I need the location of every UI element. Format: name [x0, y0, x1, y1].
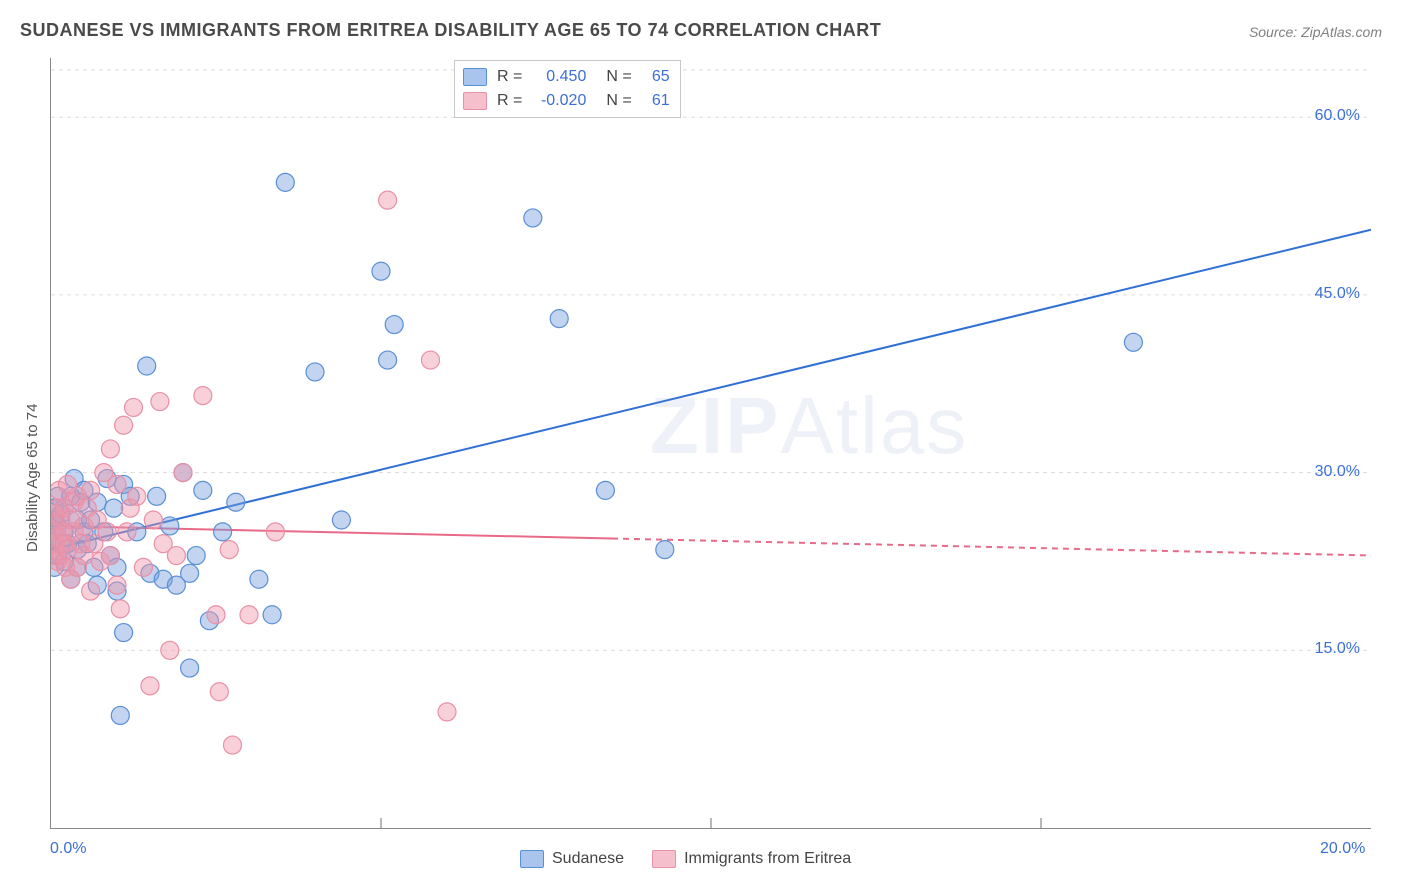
series-name: Immigrants from Eritrea [684, 850, 851, 868]
legend-r-value: -0.020 [532, 89, 586, 113]
legend-row: R = -0.020 N = 61 [463, 89, 670, 113]
legend-r-key: R = [497, 65, 522, 89]
y-tick-label: 60.0% [1300, 107, 1360, 125]
y-axis-label: Disability Age 65 to 74 [24, 404, 41, 552]
source-label: Source: ZipAtlas.com [1249, 24, 1382, 40]
legend-swatch [463, 68, 487, 86]
y-tick-label: 30.0% [1300, 463, 1360, 481]
legend-n-key: N = [606, 65, 631, 89]
scatter-plot [50, 58, 1371, 829]
legend-n-value: 61 [642, 89, 670, 113]
y-tick-label: 15.0% [1300, 640, 1360, 658]
y-tick-label: 45.0% [1300, 285, 1360, 303]
series-name: Sudanese [552, 850, 624, 868]
series-legend: Sudanese Immigrants from Eritrea [520, 850, 851, 868]
legend-row: R = 0.450 N = 65 [463, 65, 670, 89]
legend-r-key: R = [497, 89, 522, 113]
legend-swatch [652, 850, 676, 868]
legend-n-key: N = [606, 89, 631, 113]
x-tick-label: 20.0% [1320, 840, 1365, 858]
legend-swatch [520, 850, 544, 868]
legend-r-value: 0.450 [532, 65, 586, 89]
chart-title: SUDANESE VS IMMIGRANTS FROM ERITREA DISA… [20, 20, 881, 41]
correlation-legend: R = 0.450 N = 65 R = -0.020 N = 61 [454, 60, 681, 118]
series-legend-item: Sudanese [520, 850, 624, 868]
x-tick-label: 0.0% [50, 840, 86, 858]
series-legend-item: Immigrants from Eritrea [652, 850, 851, 868]
legend-n-value: 65 [642, 65, 670, 89]
legend-swatch [463, 92, 487, 110]
